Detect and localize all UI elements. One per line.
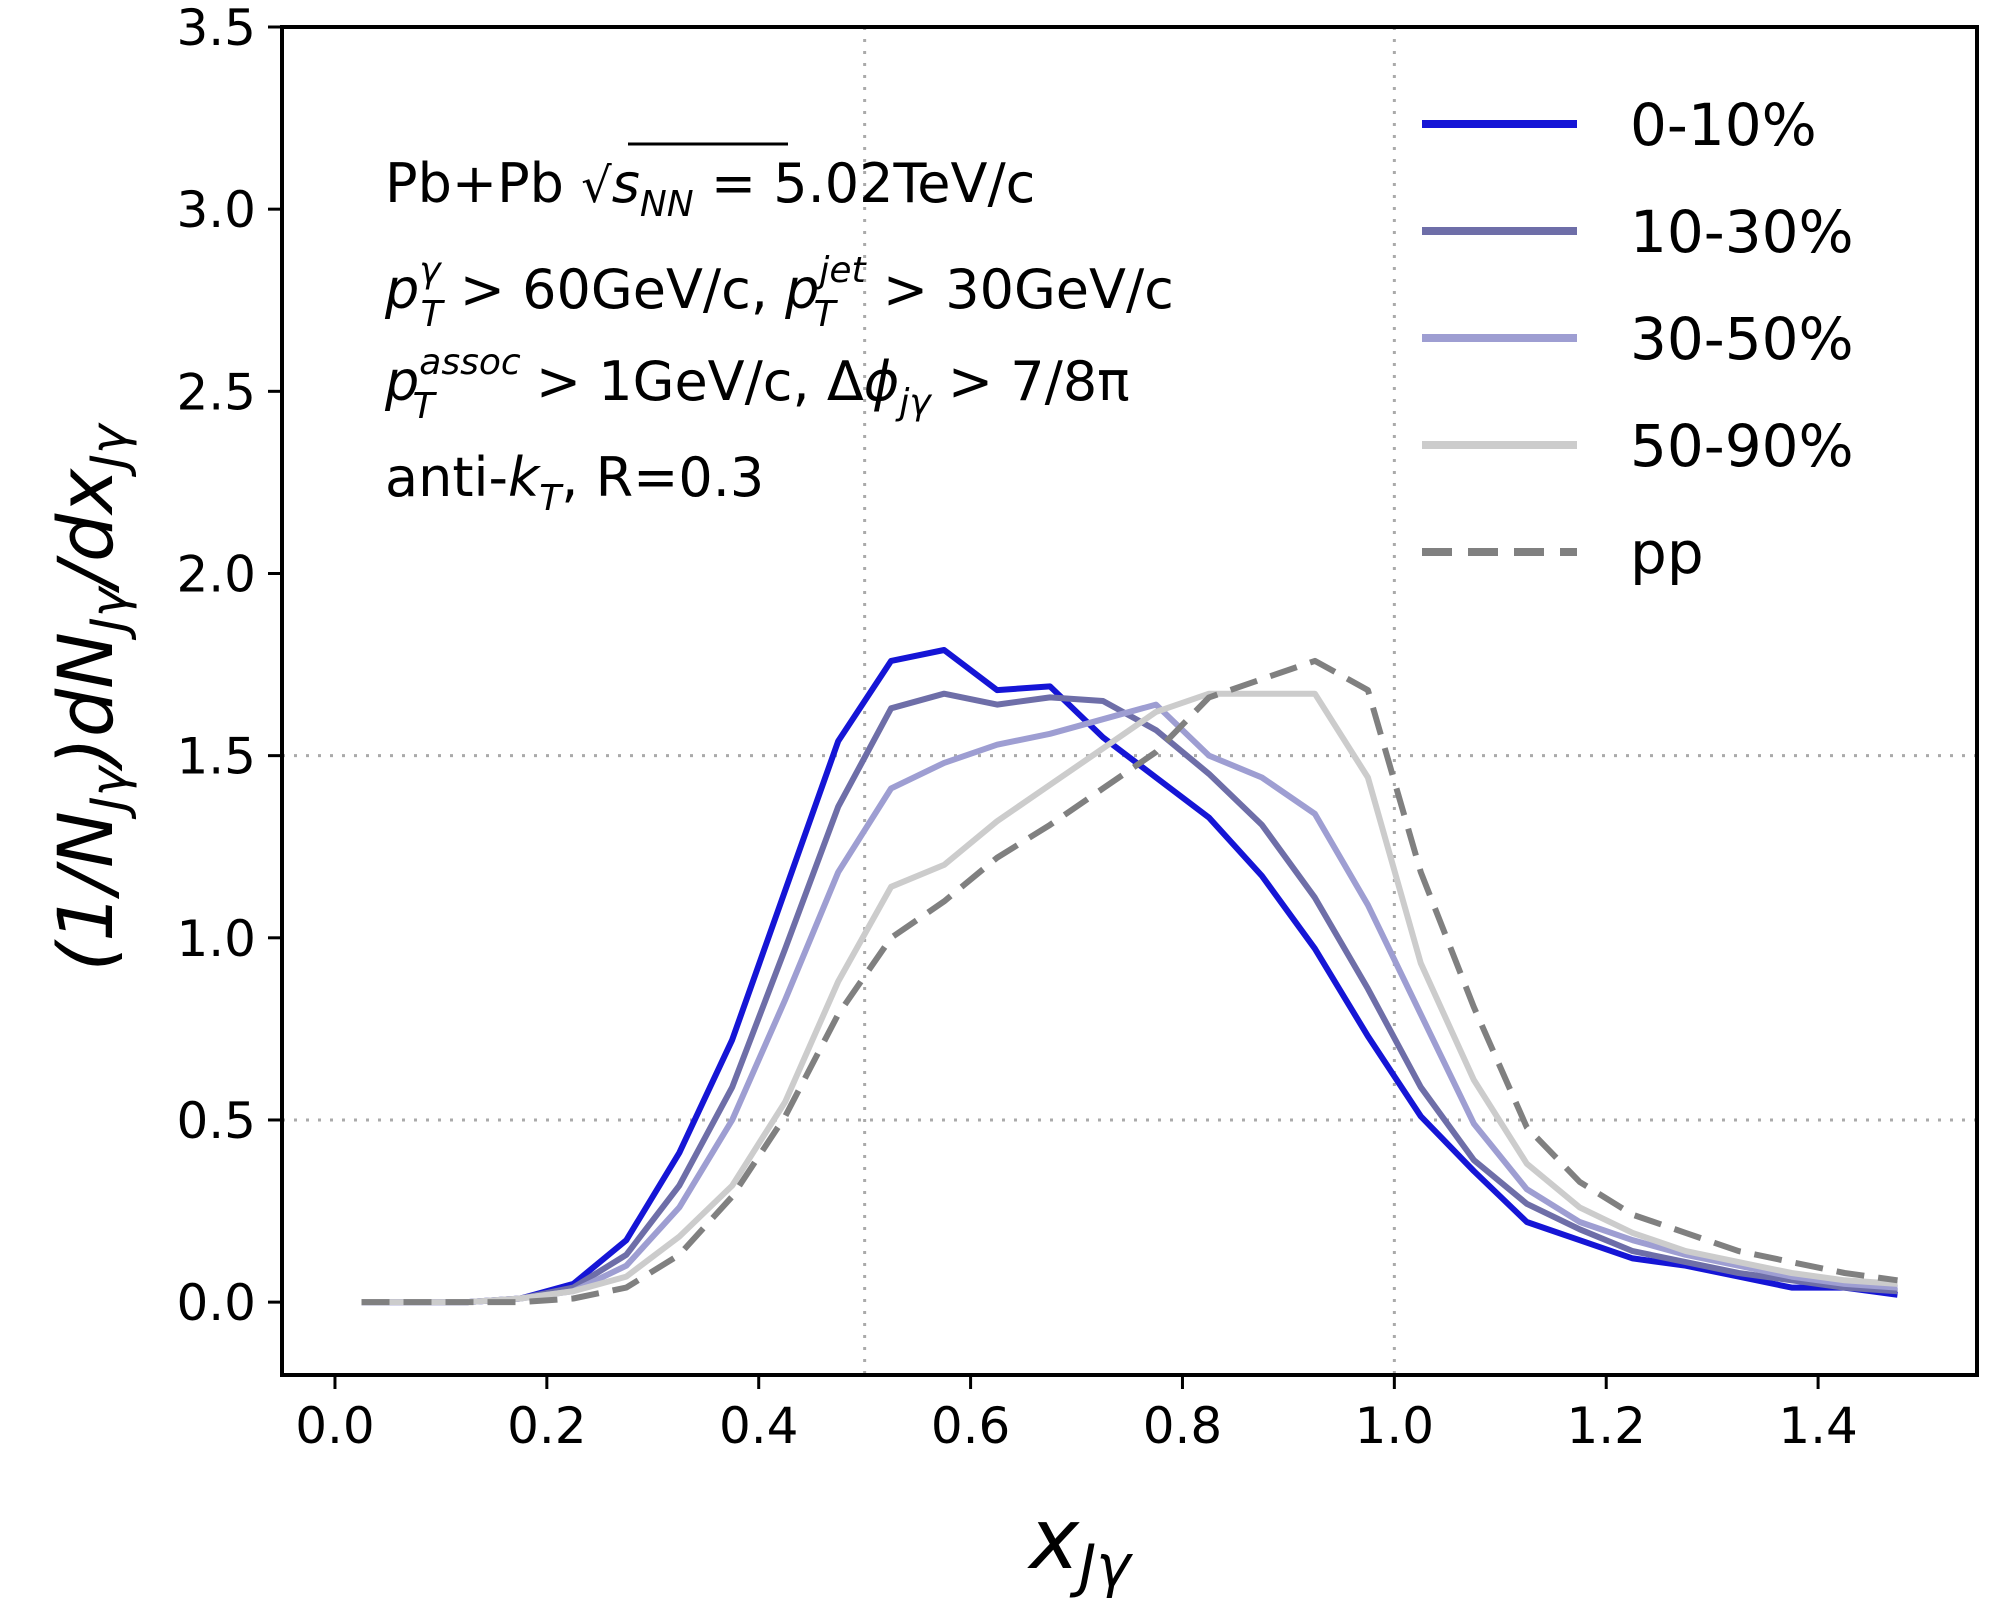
annotation-line-3: passoc T > 1GeV/c, Δϕjγ > 7/8π: [384, 342, 1130, 427]
x-tick-label: 0.4: [719, 1397, 799, 1455]
series-line-pp: [361, 657, 1898, 1306]
x-tick-label: 1.0: [1355, 1397, 1435, 1455]
annotation-line-2: pγ T > 60GeV/c, pjet T > 30GeV/c: [384, 250, 1174, 335]
x-axis-ticks: 0.0 0.2 0.4 0.6 0.8 1.0 1.2 1.4: [295, 1375, 1858, 1455]
y-tick-label: 3.0: [176, 181, 256, 239]
y-tick-label: 2.5: [176, 363, 256, 421]
y-axis-label: (1/NJγ)dNJγ/dxJγ: [41, 422, 138, 971]
x-tick-label: 1.4: [1778, 1397, 1858, 1455]
series-line-10-30%: [361, 690, 1898, 1306]
plot-frame: [280, 25, 1979, 1377]
series-layer: [361, 647, 1898, 1306]
legend-label-pp: pp: [1630, 519, 1704, 587]
series-line-30-50%: [361, 701, 1898, 1306]
annotation-line-1: Pb+Pb √sNN = 5.02TeV/c: [385, 152, 1035, 225]
y-tick-label: 0.5: [176, 1092, 256, 1150]
legend-label-0-10%: 0-10%: [1630, 91, 1817, 159]
x-axis-label: xJγ: [1026, 1490, 1133, 1600]
x-tick-label: 0.0: [295, 1397, 375, 1455]
y-tick-label: 2.0: [176, 545, 256, 603]
y-axis-ticks: 0.0 0.5 1.0 1.5 2.0 2.5 3.0 3.5: [176, 0, 282, 1332]
y-tick-label: 3.5: [176, 0, 256, 57]
annotation-line-4: anti-kT, R=0.3: [385, 446, 764, 519]
x-tick-label: 0.8: [1143, 1397, 1223, 1455]
y-tick-label: 1.0: [176, 910, 256, 968]
legend-label-30-50%: 30-50%: [1630, 305, 1854, 373]
legend-label-50-90%: 50-90%: [1630, 412, 1854, 480]
series-line-50-90%: [361, 690, 1898, 1306]
x-tick-label: 0.6: [931, 1397, 1011, 1455]
legend: 0-10% 10-30% 30-50% 50-90% pp: [1422, 91, 1854, 587]
y-tick-label: 0.0: [176, 1274, 256, 1332]
annotation-block: Pb+Pb √sNN = 5.02TeV/c pγ T > 60GeV/c, pj…: [384, 142, 1174, 519]
x-tick-label: 0.2: [507, 1397, 587, 1455]
y-tick-label: 1.5: [176, 728, 256, 786]
legend-label-10-30%: 10-30%: [1630, 198, 1854, 266]
x-tick-label: 1.2: [1566, 1397, 1646, 1455]
series-line-0-10%: [361, 647, 1898, 1306]
